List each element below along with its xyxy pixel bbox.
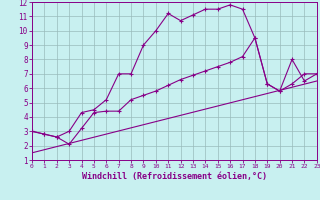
X-axis label: Windchill (Refroidissement éolien,°C): Windchill (Refroidissement éolien,°C) [82,172,267,181]
